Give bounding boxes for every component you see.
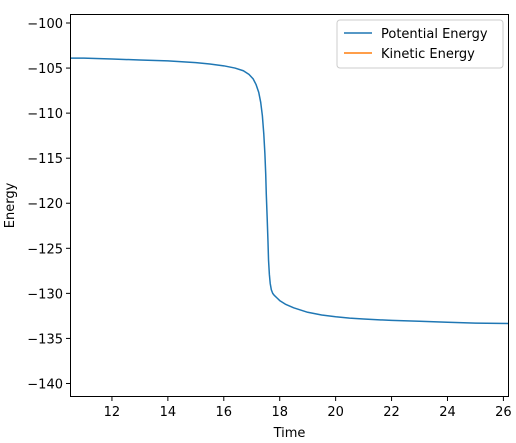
series-layer xyxy=(70,57,510,325)
y-tick-label: −110 xyxy=(27,107,63,122)
plot-area xyxy=(70,14,509,397)
x-tick-label: 16 xyxy=(216,405,233,420)
x-tick-label: 24 xyxy=(439,405,456,420)
x-tick-label: 12 xyxy=(104,405,121,420)
y-tick-label: −125 xyxy=(27,242,63,257)
y-tick-label: −135 xyxy=(27,332,63,347)
y-tick-label: −130 xyxy=(27,287,63,302)
x-tick-label: 22 xyxy=(383,405,400,420)
y-tick-label: −115 xyxy=(27,152,63,167)
y-tick-label: −120 xyxy=(27,197,63,212)
legend-label-kinetic-energy: Kinetic Energy xyxy=(381,47,475,62)
y-axis-label: Energy xyxy=(3,182,18,228)
y-tick-label: −140 xyxy=(27,377,63,392)
x-tick-label: 18 xyxy=(271,405,288,420)
x-tick-label: 20 xyxy=(327,405,344,420)
legend-label-potential-energy: Potential Energy xyxy=(381,27,488,42)
x-axis: 12 14 16 18 20 22 24 26 xyxy=(104,397,512,420)
x-tick-label: 14 xyxy=(160,405,177,420)
y-axis: −100 −105 −110 −115 −120 −125 −130 −135 −140 xyxy=(27,17,70,392)
axes-frame xyxy=(70,14,509,397)
y-tick-label: −100 xyxy=(27,17,63,32)
legend-box xyxy=(336,19,504,69)
legend: Potential Energy Kinetic Energy xyxy=(336,19,504,69)
series-line-potential-energy xyxy=(70,57,510,325)
x-axis-label: Time xyxy=(273,426,306,441)
x-tick-label: 26 xyxy=(495,405,512,420)
y-tick-label: −105 xyxy=(27,62,63,77)
